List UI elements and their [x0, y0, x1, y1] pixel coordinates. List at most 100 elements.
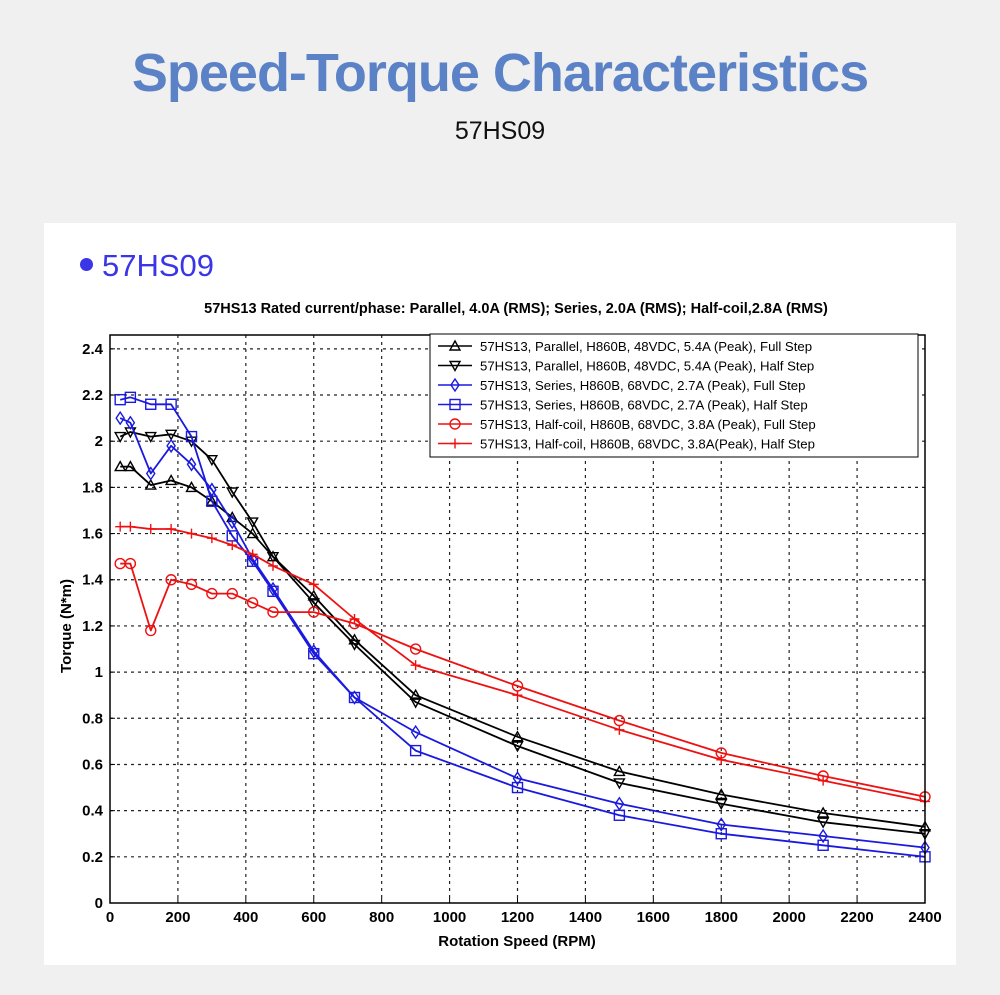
x-tick-label: 2000 — [772, 909, 805, 926]
x-tick-label: 1400 — [569, 909, 602, 926]
y-tick-label: 0.2 — [82, 849, 103, 866]
data-point-triangle-up — [144, 478, 157, 490]
data-point-triangle-down — [715, 799, 728, 811]
y-tick-label: 2 — [95, 433, 103, 450]
x-tick-label: 400 — [233, 909, 258, 926]
tick-labels: 0 200 400 600 800 1000 1200 1400 1600 1800 2000 220… — [82, 341, 942, 926]
data-point-square — [206, 495, 218, 507]
data-point-triangle-up — [307, 589, 320, 601]
legend-label: 57HS13, Parallel, H860B, 48VDC, 5.4A (Pe… — [480, 339, 812, 354]
x-tick-label: 2400 — [908, 909, 941, 926]
page-title: Speed-Torque Characteristics — [131, 43, 869, 103]
data-point-circle — [246, 597, 259, 609]
data-point-square — [511, 781, 524, 794]
data-point-circle — [185, 578, 198, 591]
x-tick-label: 800 — [369, 909, 394, 926]
series-5 — [114, 557, 931, 803]
data-point-diamond — [125, 415, 136, 431]
data-point-circle — [206, 587, 218, 600]
y-tick-label: 2.4 — [82, 341, 104, 358]
data-point-triangle-down — [613, 778, 626, 790]
data-point-diamond — [145, 466, 156, 481]
data-point-triangle-down — [113, 431, 127, 444]
data-point-triangle-down — [816, 817, 830, 829]
data-point-triangle-up — [511, 730, 524, 742]
data-point-circle — [409, 643, 422, 655]
series-line — [119, 431, 926, 835]
y-tick-label: 1.8 — [82, 479, 103, 496]
y-tick-label: 0.6 — [82, 756, 103, 773]
data-point-plus — [268, 560, 278, 571]
data-point-diamond — [115, 410, 126, 426]
legend-item: 57HS13, Series, H860B, 68VDC, 2.7A (Peak… — [438, 377, 805, 393]
y-tick-label: 1.4 — [82, 572, 104, 589]
section-heading-label: 57HS09 — [102, 248, 215, 283]
legend-label: 57HS13, Series, H860B, 68VDC, 2.7A (Peak… — [480, 398, 808, 413]
data-point-diamond — [512, 771, 523, 786]
legend-item: 57HS13, Series, H860B, 68VDC, 2.7A (Peak… — [438, 398, 808, 413]
legend-label: 57HS13, Half-coil, H860B, 68VDC, 3.8A (P… — [480, 417, 816, 432]
data-point-plus — [186, 528, 197, 539]
data-point-triangle-down — [144, 431, 157, 444]
data-point-diamond — [410, 724, 421, 740]
data-point-square — [613, 809, 626, 821]
data-point-square — [145, 398, 157, 410]
data-point-plus — [125, 521, 136, 532]
y-tick-label: 1 — [95, 664, 103, 681]
series-line — [120, 562, 926, 798]
legend-marker-diamond-icon — [450, 377, 460, 393]
data-point-circle — [124, 557, 137, 570]
x-axis-label: Rotation Speed (RPM) — [438, 933, 596, 950]
data-point-triangle-up — [409, 688, 422, 700]
x-tick-label: 1200 — [501, 909, 534, 926]
data-point-diamond — [186, 457, 197, 472]
y-tick-label: 1.2 — [82, 618, 103, 635]
y-tick-label: 0.8 — [82, 710, 103, 727]
data-point-plus — [247, 549, 258, 560]
y-tick-label: 1.6 — [82, 526, 103, 543]
data-point-square — [715, 828, 727, 840]
y-tick-label: 0 — [95, 895, 103, 912]
data-point-square — [348, 691, 361, 704]
legend-marker-plus-icon — [450, 438, 460, 449]
legend-item: 57HS13, Parallel, H860B, 48VDC, 5.4A (Pe… — [438, 359, 814, 374]
data-point-triangle-down — [511, 741, 524, 753]
data-point-triangle-up — [205, 494, 219, 506]
bullet-dot-icon — [80, 258, 93, 272]
data-point-triangle-down — [226, 487, 239, 499]
data-point-circle — [267, 606, 279, 618]
data-point-triangle-up — [246, 527, 259, 539]
data-point-plus — [349, 614, 360, 624]
data-point-square — [124, 391, 137, 404]
data-point-square — [817, 839, 829, 851]
data-point-triangle-up — [124, 460, 137, 472]
series-line — [119, 417, 926, 849]
data-point-circle — [226, 587, 238, 600]
data-point-plus — [716, 754, 727, 765]
data-point-square — [267, 585, 279, 597]
legend-marker-square-icon — [449, 398, 461, 411]
legend: 57HS13, Parallel, H860B, 48VDC, 5.4A (Pe… — [429, 333, 919, 458]
data-point-diamond — [166, 438, 176, 454]
x-tick-label: 1000 — [433, 909, 466, 926]
data-point-diamond — [716, 817, 727, 832]
data-point-triangle-up — [613, 764, 626, 777]
x-tick-label: 0 — [106, 909, 114, 926]
data-point-plus — [166, 523, 177, 534]
data-point-triangle-down — [205, 454, 219, 467]
data-point-square — [185, 430, 198, 443]
legend-label: 57HS13, Half-coil, H860B, 68VDC, 3.8A(Pe… — [480, 437, 815, 452]
data-point-triangle-down — [266, 551, 280, 564]
data-point-triangle-down — [348, 639, 361, 651]
data-point-triangle-down — [246, 517, 259, 529]
data-point-triangle-up — [715, 788, 728, 800]
series-layer — [113, 391, 932, 863]
data-point-triangle-up — [113, 460, 127, 472]
legend-item: 57HS13, Half-coil, H860B, 68VDC, 3.8A(Pe… — [438, 437, 815, 452]
legend-item: 57HS13, Parallel, H860B, 48VDC, 5.4A (Pe… — [438, 339, 812, 354]
data-point-plus — [512, 690, 523, 701]
data-point-triangle-up — [816, 806, 830, 818]
data-point-plus — [818, 775, 829, 786]
x-tick-label: 1800 — [705, 909, 738, 926]
